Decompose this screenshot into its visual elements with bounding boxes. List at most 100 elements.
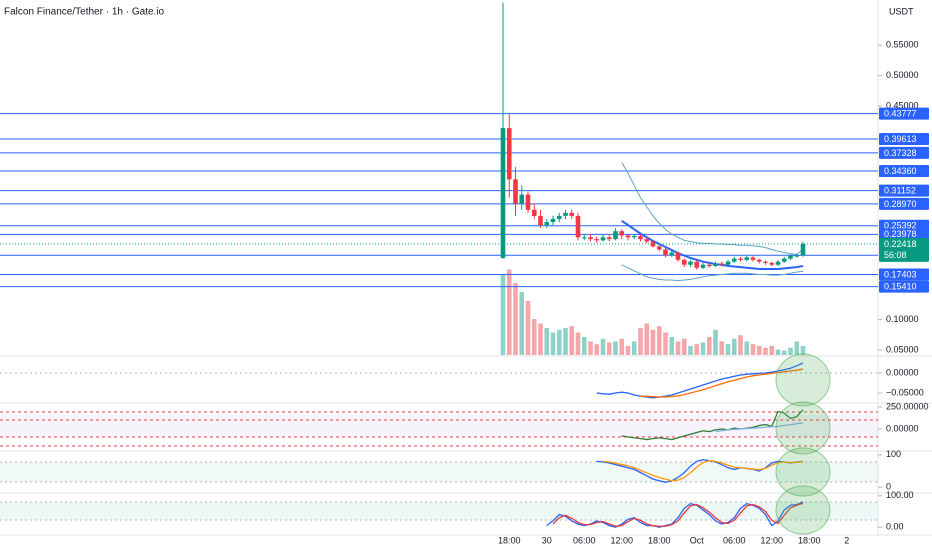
level-label: 0.25392	[884, 221, 917, 231]
candle-body	[781, 258, 787, 262]
indicator-line	[640, 368, 804, 398]
volume-bar	[531, 319, 537, 355]
volume-bar	[763, 347, 768, 355]
volume-bar	[569, 326, 575, 355]
candle-body	[769, 262, 775, 265]
volume-bar	[775, 349, 781, 355]
x-tick-label: 12:00	[760, 535, 783, 545]
y-tick-label: 0.00000	[886, 367, 919, 377]
y-tick-label: 100.00	[886, 490, 914, 500]
level-label: 0.43777	[884, 108, 917, 118]
candle-body	[638, 236, 643, 240]
panel	[0, 2, 878, 355]
x-tick-label: 12:00	[610, 535, 633, 545]
candle-body	[519, 194, 525, 204]
x-tick-label: 2	[844, 535, 849, 545]
volume-bar	[619, 338, 625, 355]
last-price-box	[879, 237, 929, 262]
y-tick-label: 0	[886, 482, 891, 492]
level-label: 0.37328	[884, 148, 917, 158]
volume-bar	[550, 332, 556, 355]
volume-bar	[525, 301, 531, 355]
indicator-line	[596, 459, 804, 483]
y-tick-label: 0.50000	[886, 70, 919, 80]
y-tick-label: 0.05000	[886, 344, 919, 354]
candle-body	[500, 128, 506, 259]
candle-body	[731, 258, 737, 262]
volume-bar	[800, 346, 806, 355]
volume-bar	[781, 350, 787, 355]
volume-bar	[675, 341, 681, 355]
panel	[621, 409, 804, 441]
level-label-box	[879, 280, 929, 293]
candle-body	[688, 261, 693, 265]
level-label: 0.17403	[884, 269, 917, 279]
candle-body	[550, 218, 556, 223]
volume-bar	[538, 323, 543, 355]
candle-body	[738, 258, 743, 260]
indicator-line	[621, 409, 804, 441]
level-label-box	[879, 132, 929, 145]
highlight-ellipse	[775, 485, 831, 535]
candle-body	[631, 236, 637, 238]
volume-bar	[600, 338, 606, 355]
highlight-ellipse	[775, 353, 831, 407]
candle-body	[525, 194, 531, 210]
highlight-ellipse	[775, 401, 831, 455]
volume-bar	[506, 269, 512, 355]
level-label-box	[879, 107, 929, 120]
highlight-annotation	[775, 353, 831, 535]
y-tick-label: −0.05000	[886, 387, 924, 397]
candle-body	[788, 255, 793, 259]
candle-body	[725, 261, 731, 265]
candle-body	[650, 241, 656, 247]
level-label: 0.28970	[884, 199, 917, 209]
level-label-box	[879, 184, 929, 197]
volume-bar	[519, 292, 525, 355]
indicator-line	[596, 362, 804, 399]
x-tick-label: 06:00	[573, 535, 596, 545]
candle-body	[756, 259, 762, 262]
candle-body	[538, 215, 543, 226]
candle-body	[625, 235, 631, 238]
candle-body	[669, 252, 675, 256]
candle-body	[675, 252, 681, 260]
band	[0, 462, 878, 482]
volume-bar	[794, 341, 800, 355]
indicator-line	[715, 422, 804, 433]
volume-bar	[700, 342, 706, 355]
level-label: 0.34360	[884, 166, 917, 176]
candle-body	[750, 257, 756, 260]
level-label-box	[879, 146, 929, 159]
panel	[596, 459, 804, 483]
candle-body	[575, 215, 581, 238]
volume-bar	[613, 341, 618, 355]
last-price-label: 0.22418	[884, 239, 917, 249]
volume-bar	[750, 344, 756, 355]
volume-bar	[625, 346, 631, 355]
indicator-line	[552, 502, 804, 527]
volume-bar	[544, 328, 550, 355]
panel	[546, 501, 804, 528]
volume-bar	[706, 337, 712, 355]
y-tick-label: 0.10000	[886, 314, 919, 324]
volume-bar	[606, 342, 612, 355]
currency-label: USDT	[889, 6, 914, 16]
candle-body	[681, 259, 687, 265]
y-tick-label: 0.00	[886, 522, 904, 532]
candle-body	[706, 264, 712, 266]
volume-bar	[556, 329, 562, 355]
volume-bar	[669, 337, 675, 355]
candle-body	[713, 263, 718, 266]
x-tick-label: 18:00	[498, 535, 521, 545]
x-tick-label: 06:00	[723, 535, 746, 545]
candle-body	[513, 179, 518, 204]
volume-bar	[756, 346, 762, 355]
volume-bar	[588, 341, 593, 355]
indicator-line	[602, 460, 804, 482]
level-label-box	[879, 268, 929, 281]
candle-body	[606, 237, 612, 240]
level-label-box	[879, 165, 929, 178]
